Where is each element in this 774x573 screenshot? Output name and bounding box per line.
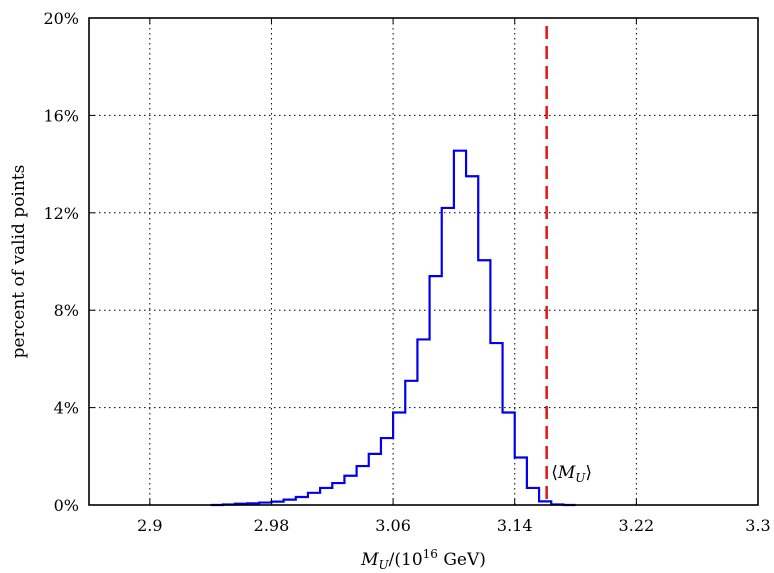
x-label-pre: /(10 bbox=[389, 550, 423, 570]
x-tick-label: 2.98 bbox=[254, 516, 290, 535]
y-axis-label: percent of valid points bbox=[9, 165, 29, 359]
x-label-post: GeV) bbox=[438, 550, 486, 570]
x-tick-label: 3.22 bbox=[619, 516, 655, 535]
ann-open: ⟨ bbox=[551, 463, 558, 483]
y-tick-label: 0% bbox=[54, 496, 79, 515]
y-tick-label: 20% bbox=[43, 9, 79, 28]
ann-sub: U bbox=[575, 471, 586, 485]
x-tick-label: 2.9 bbox=[137, 516, 162, 535]
ann-var: M bbox=[557, 463, 576, 483]
y-tick-label: 12% bbox=[43, 204, 79, 223]
y-tick-label: 4% bbox=[54, 399, 79, 418]
x-axis-label: MU/(1016 GeV) bbox=[360, 547, 486, 572]
y-tick-label: 16% bbox=[43, 106, 79, 125]
mean-annotation: ⟨MU⟩ bbox=[551, 463, 592, 485]
x-tick-label: 3.3 bbox=[745, 516, 770, 535]
x-tick-label: 3.06 bbox=[375, 516, 411, 535]
plot-frame bbox=[88, 17, 759, 506]
x-axis: 2.9 2.98 3.06 3.14 3.22 3.3 bbox=[137, 18, 771, 535]
x-label-sub: U bbox=[379, 558, 390, 572]
y-axis: 0% 4% 8% 12% 16% 20% bbox=[43, 9, 758, 515]
grid-lines bbox=[89, 18, 758, 505]
x-label-var: M bbox=[360, 550, 379, 570]
ann-close: ⟩ bbox=[585, 463, 592, 483]
y-tick-label: 8% bbox=[54, 301, 79, 320]
x-label-sup: 16 bbox=[423, 547, 438, 561]
x-tick-label: 3.14 bbox=[497, 516, 533, 535]
